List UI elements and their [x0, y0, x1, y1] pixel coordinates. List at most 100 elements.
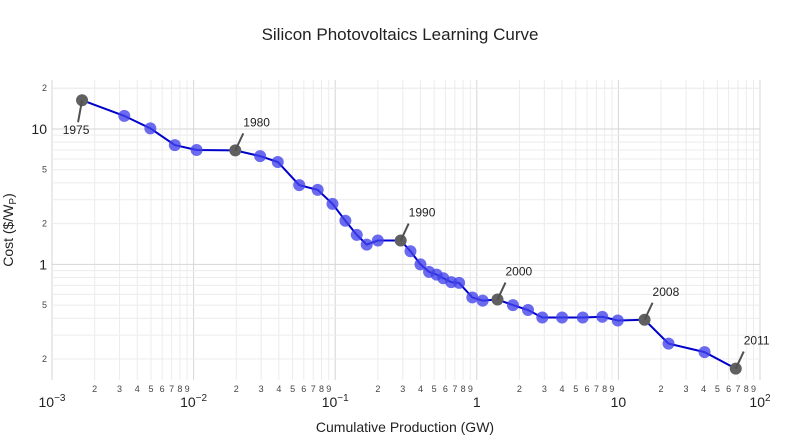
- data-point: [254, 150, 267, 163]
- data-point: [271, 156, 284, 169]
- data-point: [556, 311, 569, 324]
- chart-title: Silicon Photovoltaics Learning Curve: [262, 25, 539, 44]
- y-major-tick-label: 10: [31, 121, 47, 137]
- x-minor-tick-label: 3: [259, 384, 264, 394]
- data-point: [662, 337, 675, 350]
- x-tick-base: 1: [473, 394, 481, 410]
- data-point: [698, 346, 711, 359]
- y-axis-title-main: Cost ($/W: [0, 204, 16, 267]
- annotation-label: 1990: [409, 206, 436, 220]
- annotation-arrow: [399, 223, 410, 241]
- x-major-tick-label: 102: [749, 393, 771, 410]
- data-point: [168, 139, 181, 152]
- x-minor-tick-label: 7: [736, 384, 741, 394]
- data-point: [611, 314, 624, 327]
- data-point: [360, 238, 373, 251]
- data-point: [144, 122, 157, 135]
- x-tick-exponent: −2: [196, 393, 208, 404]
- data-point: [404, 245, 417, 258]
- y-axis-title: Cost ($/WP): [0, 193, 19, 267]
- x-minor-tick-label: 7: [452, 384, 457, 394]
- annotation-label: 2008: [653, 285, 680, 299]
- x-major-tick-label: 10−1: [322, 393, 349, 410]
- x-minor-tick-label: 3: [683, 384, 688, 394]
- x-tick-base: 10: [749, 394, 765, 410]
- y-minor-tick-label: 2: [42, 219, 47, 229]
- x-minor-tick-label: 3: [117, 384, 122, 394]
- x-tick-exponent: 2: [765, 393, 771, 404]
- data-point: [371, 234, 384, 247]
- data-points: [76, 94, 742, 375]
- x-minor-tick-label: 8: [461, 384, 466, 394]
- x-minor-tick-label: 9: [468, 384, 473, 394]
- x-minor-tick-label: 4: [560, 384, 565, 394]
- annotation-arrow: [643, 302, 654, 321]
- data-point: [453, 276, 466, 289]
- x-major-tick-label: 10−3: [39, 393, 66, 410]
- x-minor-tick-label: 2: [234, 384, 239, 394]
- data-point: [118, 109, 131, 122]
- x-minor-tick-label: 3: [400, 384, 405, 394]
- y-axis-title-subscript: P: [8, 198, 19, 205]
- x-minor-tick-label: 8: [602, 384, 607, 394]
- x-minor-tick-label: 4: [276, 384, 281, 394]
- data-point: [414, 258, 427, 271]
- x-minor-tick-label: 4: [418, 384, 423, 394]
- x-minor-tick-label: 9: [751, 384, 756, 394]
- y-axis-ticks: 1 10 2 5 2 5 2: [31, 83, 47, 364]
- x-tick-exponent: −3: [54, 393, 66, 404]
- annotation-arrow: [496, 282, 507, 300]
- x-minor-tick-label: 5: [715, 384, 720, 394]
- annotations: 1975 1980 1990 2000 2008 2011: [63, 100, 770, 370]
- x-minor-tick-label: 5: [573, 384, 578, 394]
- x-minor-tick-label: 5: [148, 384, 153, 394]
- annotation-arrow: [234, 132, 245, 151]
- x-minor-tick-label: 9: [326, 384, 331, 394]
- data-point: [466, 291, 479, 304]
- x-minor-tick-label: 3: [542, 384, 547, 394]
- x-minor-tick-label: 2: [659, 384, 664, 394]
- x-tick-base: 10: [180, 394, 196, 410]
- x-minor-tick-label: 6: [726, 384, 731, 394]
- x-minor-tick-label: 7: [169, 384, 174, 394]
- grid-lines: [51, 80, 761, 380]
- data-point: [576, 311, 589, 324]
- data-point: [536, 311, 549, 324]
- data-point: [326, 197, 339, 210]
- data-point: [506, 299, 519, 312]
- x-tick-base: 10: [322, 394, 338, 410]
- x-major-tick-label: 10−2: [180, 393, 207, 410]
- annotation-arrow: [77, 100, 84, 123]
- data-point: [476, 294, 489, 307]
- data-point: [350, 228, 363, 241]
- x-minor-tick-label: 6: [584, 384, 589, 394]
- x-axis-title: Cumulative Production (GW): [316, 419, 494, 435]
- annotation-label: 2000: [505, 265, 532, 279]
- y-major-tick-label: 1: [39, 256, 47, 272]
- data-point: [339, 214, 352, 227]
- y-minor-tick-label: 5: [42, 300, 47, 310]
- x-tick-exponent: −1: [337, 393, 349, 404]
- data-point: [311, 183, 324, 196]
- x-tick-base: 10: [611, 394, 627, 410]
- x-minor-tick-label: 2: [92, 384, 97, 394]
- x-minor-tick-label: 5: [432, 384, 437, 394]
- data-point: [596, 310, 609, 323]
- x-major-tick-label: 10: [611, 394, 627, 410]
- x-minor-tick-label: 4: [701, 384, 706, 394]
- y-minor-tick-label: 5: [42, 165, 47, 175]
- data-point: [522, 304, 535, 317]
- x-tick-base: 10: [39, 394, 55, 410]
- data-point: [190, 143, 203, 156]
- x-minor-tick-label: 8: [744, 384, 749, 394]
- x-minor-tick-label: 8: [177, 384, 182, 394]
- annotation-label: 2011: [744, 334, 770, 348]
- data-point: [293, 179, 306, 192]
- x-minor-tick-label: 2: [517, 384, 522, 394]
- x-minor-tick-label: 6: [443, 384, 448, 394]
- x-minor-tick-label: 7: [311, 384, 316, 394]
- x-minor-tick-label: 9: [185, 384, 190, 394]
- x-major-tick-label: 1: [473, 394, 481, 410]
